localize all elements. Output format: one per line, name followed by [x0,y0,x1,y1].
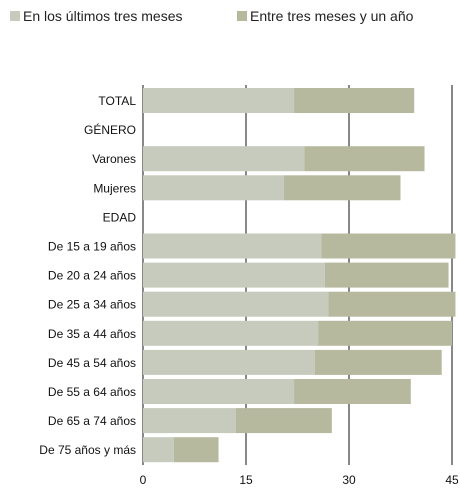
category-label: De 45 a 54 años [48,356,136,370]
legend-swatch-series-2 [237,11,247,21]
legend-label-series-1: En los últimos tres meses [23,8,183,24]
category-label: TOTAL [98,94,136,108]
bar-series-2 [321,233,456,259]
x-tick-label: 15 [239,473,253,487]
bar-series-1 [143,408,236,434]
bar-series-2 [173,437,219,463]
bar-series-2 [318,320,452,346]
bar-series-1 [143,175,284,201]
legend-item-series-2: Entre tres meses y un año [237,8,413,24]
bar-series-2 [294,379,411,404]
bar-series-2 [328,291,456,317]
bar-series-1 [143,379,295,404]
bar-series-1 [143,88,295,113]
x-tick-label: 0 [140,473,147,487]
bar-series-1 [143,146,305,172]
bar-series-2 [283,175,401,201]
bar-series-1 [143,349,315,375]
bar-series-1 [143,320,319,346]
legend-item-series-1: En los últimos tres meses [10,8,183,24]
category-label: De 75 años y más [39,443,136,457]
category-label: Varones [92,152,136,166]
category-label: De 25 a 34 años [48,298,136,312]
category-labels: TOTAL GÉNERO Varones Mujeres EDAD De 15 a 19 … [39,94,136,457]
category-label: GÉNERO [84,122,136,137]
bar-series-1 [143,437,174,463]
x-tick-label: 30 [342,473,356,487]
legend-label-series-2: Entre tres meses y un año [250,8,414,24]
bars [143,88,456,463]
legend-swatch-series-1 [10,11,20,21]
bar-series-1 [143,233,322,259]
category-label: De 65 a 74 años [48,414,136,428]
bar-series-2 [294,88,415,113]
bar-series-2 [235,408,332,434]
category-label: De 35 a 44 años [48,327,136,341]
category-label: De 55 a 64 años [48,385,136,399]
bar-series-2 [304,146,425,172]
chart-legend: En los últimos tres meses Entre tres mes… [0,8,460,32]
category-label: De 20 a 24 años [48,269,136,283]
category-label: De 15 a 19 años [48,240,136,254]
bar-series-1 [143,262,325,288]
bar-series-1 [143,291,329,317]
bar-series-2 [324,262,449,288]
category-label: EDAD [103,210,137,224]
category-label: Mujeres [93,181,136,195]
x-tick-labels: 0 15 30 45 [140,473,459,487]
bar-series-2 [314,349,442,375]
x-tick-label: 45 [445,473,459,487]
